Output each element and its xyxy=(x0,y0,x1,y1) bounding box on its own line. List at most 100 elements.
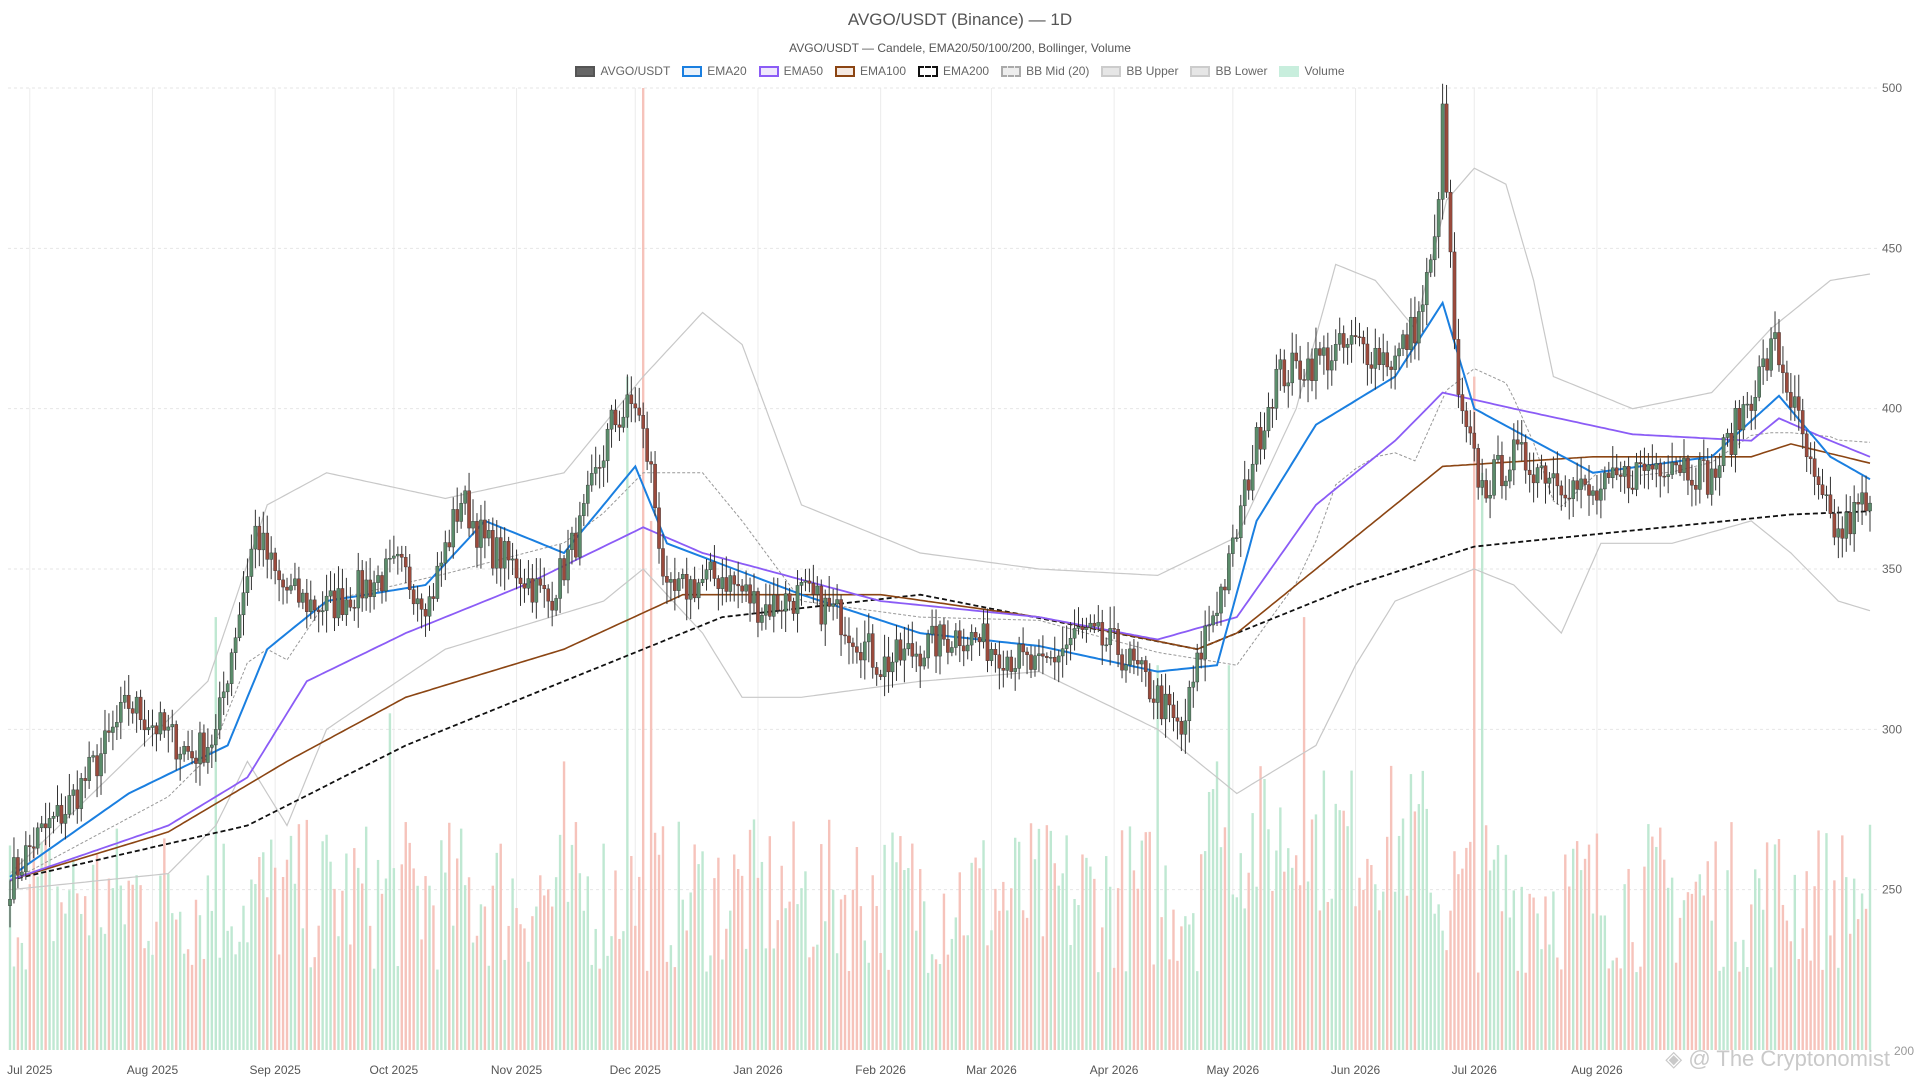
volume-bar xyxy=(669,945,673,1050)
candle-body xyxy=(578,515,582,558)
volume-bar xyxy=(1694,881,1698,1050)
candle-body xyxy=(863,641,867,661)
volume-bar xyxy=(412,868,415,1050)
volume-bar xyxy=(966,935,969,1050)
volume-bar xyxy=(1061,873,1064,1050)
volume-bar xyxy=(970,862,973,1050)
candle-body xyxy=(475,521,479,548)
legend-item-7[interactable]: BB Lower xyxy=(1190,64,1267,78)
candle-body xyxy=(1480,480,1484,488)
candle-body xyxy=(1373,347,1378,369)
legend-swatch xyxy=(575,65,596,77)
candle-body xyxy=(253,525,258,550)
volume-bar xyxy=(855,847,859,1050)
candle-body xyxy=(1353,335,1358,337)
candle-body xyxy=(1460,394,1465,412)
legend-item-3[interactable]: EMA100 xyxy=(835,64,906,78)
volume-bar xyxy=(471,942,475,1050)
candle-body xyxy=(724,577,729,592)
candle-body xyxy=(352,607,357,609)
candle-body xyxy=(677,578,681,591)
volume-bar xyxy=(1287,848,1290,1050)
candle-body xyxy=(1167,693,1172,706)
volume-bar xyxy=(804,871,807,1050)
volume-bar xyxy=(163,838,166,1050)
volume-bar xyxy=(1825,833,1828,1050)
candle-body xyxy=(498,537,503,569)
candle-body xyxy=(1424,272,1429,306)
candle-body xyxy=(332,590,337,619)
volume-bar xyxy=(1354,906,1357,1050)
x-tick-label: Feb 2026 xyxy=(855,1063,906,1077)
volume-bar xyxy=(455,858,459,1050)
candle-body xyxy=(491,530,495,569)
volume-bar xyxy=(879,953,882,1050)
volume-bar xyxy=(994,888,997,1050)
candle-body xyxy=(819,585,824,625)
volume-bar xyxy=(404,822,407,1050)
legend-item-5[interactable]: BB Mid (20) xyxy=(1001,64,1089,78)
volume-bar xyxy=(400,864,403,1050)
volume-bar xyxy=(1073,899,1076,1050)
candle-body xyxy=(1369,364,1374,369)
candle-body xyxy=(657,507,661,549)
legend-item-6[interactable]: BB Upper xyxy=(1101,64,1178,78)
volume-bar xyxy=(1362,889,1365,1050)
volume-bar xyxy=(1132,870,1136,1050)
candle-body xyxy=(154,725,159,735)
candle-body xyxy=(981,623,986,643)
volume-bar xyxy=(1207,791,1211,1050)
legend-item-4[interactable]: EMA200 xyxy=(918,64,989,78)
candle-body xyxy=(1559,485,1564,496)
volume-bar xyxy=(1069,944,1072,1050)
volume-bar xyxy=(1219,847,1223,1050)
volume-bar xyxy=(210,910,214,1050)
volume-bar xyxy=(634,925,637,1050)
legend-item-0[interactable]: AVGO/USDT xyxy=(575,64,670,78)
legend-swatch xyxy=(835,65,855,77)
candle-body xyxy=(1864,492,1868,512)
volume-bar xyxy=(922,901,926,1050)
volume-bar xyxy=(515,908,518,1050)
volume-bar xyxy=(1124,971,1128,1050)
volume-bar xyxy=(1322,770,1326,1050)
candle-body xyxy=(35,827,40,849)
volume-bar xyxy=(701,851,704,1050)
candle-body xyxy=(775,594,780,611)
candle-body xyxy=(24,845,28,873)
candle-body xyxy=(43,823,48,829)
volume-bar xyxy=(364,826,368,1050)
candle-body xyxy=(1492,459,1496,496)
volume-bar xyxy=(463,885,467,1050)
volume-bar xyxy=(1540,949,1543,1050)
volume-bar xyxy=(598,968,601,1050)
candle-body xyxy=(1705,460,1710,495)
candle-body xyxy=(1836,528,1841,538)
volume-bar xyxy=(1477,972,1480,1050)
legend-item-1[interactable]: EMA20 xyxy=(682,64,747,78)
candle-body xyxy=(1789,392,1793,408)
volume-bar xyxy=(808,957,811,1050)
candle-body xyxy=(356,570,361,609)
volume-bar xyxy=(709,955,712,1050)
candle-body xyxy=(1733,408,1738,455)
candle-body xyxy=(1551,473,1556,479)
volume-bar xyxy=(1789,941,1793,1050)
candle-body xyxy=(455,509,459,522)
volume-bar xyxy=(1188,924,1191,1050)
legend-item-8[interactable]: Volume xyxy=(1279,64,1345,78)
volume-bar xyxy=(341,890,344,1050)
candle-body xyxy=(613,409,618,426)
volume-bar xyxy=(531,916,534,1050)
candle-body xyxy=(443,542,448,564)
candle-body xyxy=(823,597,828,625)
volume-bar xyxy=(1809,960,1812,1050)
volume-bar xyxy=(226,930,229,1050)
candle-body xyxy=(973,632,978,638)
volume-bar xyxy=(1334,803,1337,1050)
legend-item-2[interactable]: EMA50 xyxy=(758,64,823,78)
candle-body xyxy=(182,746,186,755)
candle-body xyxy=(1618,474,1623,477)
volume-bar xyxy=(107,878,111,1050)
legend-label: EMA100 xyxy=(860,64,907,78)
